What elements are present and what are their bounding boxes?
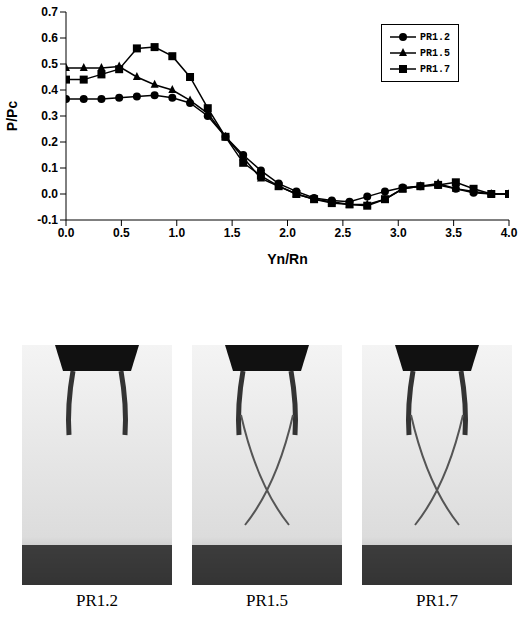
svg-text:-0.1: -0.1 [37,213,58,227]
svg-text:0.4: 0.4 [41,83,58,97]
svg-text:0.7: 0.7 [41,5,58,19]
svg-text:0.5: 0.5 [41,57,58,71]
svg-text:Yn/Rn: Yn/Rn [267,251,307,267]
html-text:PR1.7: PR1.7 [416,591,458,610]
svg-text:0.6: 0.6 [41,31,58,45]
svg-text:2.5: 2.5 [335,226,352,240]
html-text:PR1.2: PR1.2 [76,591,118,610]
svg-text:3.0: 3.0 [390,226,407,240]
html-text:PR1.5: PR1.5 [420,47,450,59]
svg-text:P/Pc: P/Pc [4,101,20,132]
svg-text:2.0: 2.0 [279,226,296,240]
html-text:PR1.7: PR1.7 [420,63,450,75]
svg-text:1.0: 1.0 [168,226,185,240]
svg-text:0.0: 0.0 [41,187,58,201]
svg-text:0.2: 0.2 [41,135,58,149]
svg-text:1.5: 1.5 [224,226,241,240]
svg-text:0.5: 0.5 [113,226,130,240]
svg-text:0.1: 0.1 [41,161,58,175]
svg-text:4.0: 4.0 [501,226,518,240]
html-text:PR1.5: PR1.5 [246,591,288,610]
svg-text:0.0: 0.0 [58,226,75,240]
svg-text:3.5: 3.5 [445,226,462,240]
html-text:PR1.2: PR1.2 [420,31,450,43]
svg-text:0.3: 0.3 [41,109,58,123]
